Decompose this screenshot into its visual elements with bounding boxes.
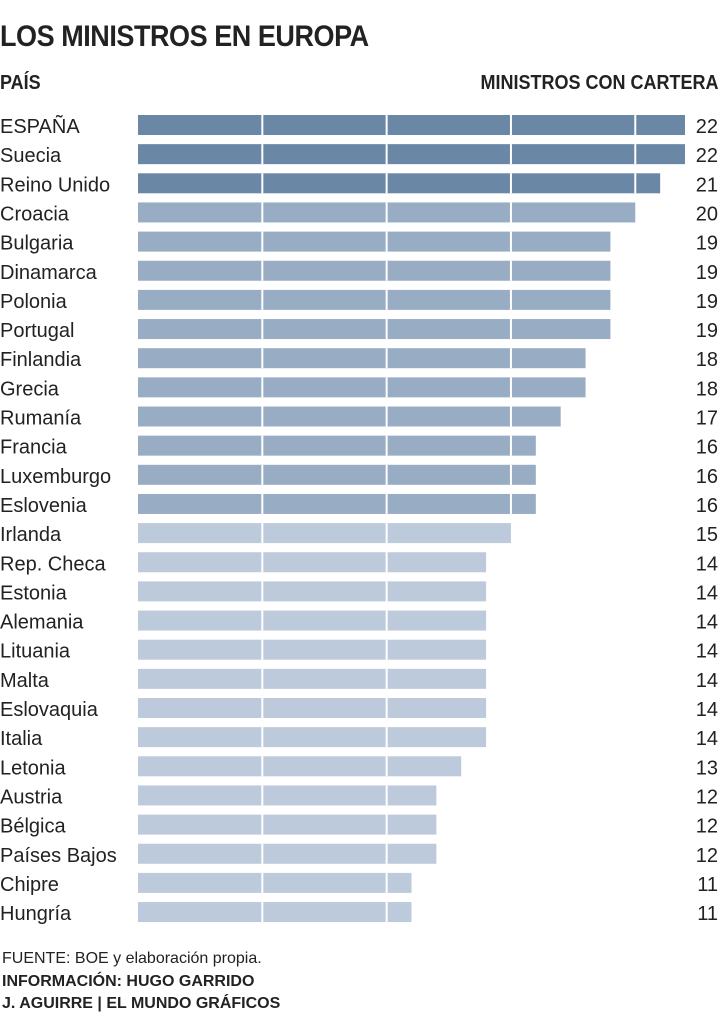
value-label: 19 — [696, 233, 718, 255]
value-label: 16 — [696, 495, 718, 517]
category-label: Letonia — [0, 757, 66, 779]
value-header: MINISTROS CON CARTERA — [479, 72, 718, 94]
category-label: Francia — [0, 437, 68, 459]
value-label: 11 — [697, 874, 718, 896]
chart-title: LOS MINISTROS EN EUROPA — [0, 20, 369, 53]
bar — [138, 319, 611, 340]
category-label: Eslovenia — [0, 495, 88, 517]
info-credit: INFORMACIÓN: HUGO GARRIDO — [2, 973, 255, 990]
value-label: 14 — [696, 582, 718, 604]
value-label: 14 — [696, 728, 718, 750]
bar — [138, 523, 511, 544]
value-label: 13 — [696, 757, 718, 779]
category-label: Hungría — [0, 903, 72, 925]
category-label: Croacia — [0, 203, 70, 225]
bar — [138, 173, 661, 194]
value-label: 21 — [696, 174, 718, 196]
bar — [138, 289, 611, 310]
value-label: 14 — [696, 641, 718, 663]
category-label: Rep. Checa — [0, 553, 106, 575]
category-label: Países Bajos — [0, 845, 117, 867]
bar — [138, 348, 586, 369]
bar-chart: ESPAÑA 22 Suecia 22 Reino Unido 21 Croacia 20 Bu… — [0, 114, 718, 925]
category-label: Portugal — [0, 320, 75, 342]
category-label: Lituania — [0, 641, 71, 663]
bar — [138, 610, 487, 631]
bar — [138, 435, 536, 456]
value-label: 19 — [696, 320, 718, 342]
bar — [138, 464, 536, 485]
bar — [138, 377, 586, 398]
bar — [138, 872, 412, 893]
graphics-credit: J. AGUIRRE | EL MUNDO GRÁFICOS — [2, 995, 281, 1012]
value-label: 16 — [696, 466, 718, 488]
value-label: 22 — [696, 145, 718, 167]
bar — [138, 260, 611, 281]
value-label: 11 — [697, 903, 718, 925]
category-header: PAÍS — [0, 72, 41, 94]
category-label: Dinamarca — [0, 262, 98, 284]
bar — [138, 231, 611, 252]
bar — [138, 144, 685, 165]
bar — [138, 727, 487, 748]
bar — [138, 115, 685, 135]
category-label: Eslovaquia — [0, 699, 99, 721]
value-label: 14 — [696, 553, 718, 575]
value-label: 12 — [696, 786, 718, 808]
source-note: FUENTE: BOE y elaboración propia. — [2, 950, 262, 967]
category-label: ESPAÑA — [0, 114, 80, 138]
value-label: 16 — [696, 437, 718, 459]
category-label: Luxemburgo — [0, 466, 111, 488]
bar — [138, 639, 487, 660]
value-label: 19 — [696, 291, 718, 313]
value-label: 12 — [696, 845, 718, 867]
category-label: Alemania — [0, 612, 84, 634]
category-label: Austria — [0, 786, 63, 808]
value-label: 14 — [696, 699, 718, 721]
bar — [138, 814, 437, 835]
category-label: Italia — [0, 728, 43, 750]
bar — [138, 843, 437, 864]
bar — [138, 552, 487, 573]
value-label: 12 — [696, 816, 718, 838]
bar — [138, 698, 487, 718]
category-label: Irlanda — [0, 524, 62, 546]
bar — [138, 668, 487, 689]
value-label: 18 — [696, 378, 718, 400]
value-label: 20 — [696, 203, 718, 225]
value-label: 19 — [696, 262, 718, 284]
value-label: 15 — [696, 524, 718, 546]
category-label: Reino Unido — [0, 174, 110, 196]
bar — [138, 581, 487, 602]
category-label: Finlandia — [0, 349, 82, 371]
category-label: Bélgica — [0, 816, 66, 838]
category-label: Malta — [0, 670, 50, 692]
bar — [138, 785, 437, 806]
category-label: Rumanía — [0, 408, 82, 430]
category-label: Estonia — [0, 582, 68, 604]
category-label: Suecia — [0, 145, 62, 167]
value-label: 14 — [696, 612, 718, 634]
value-label: 17 — [696, 408, 718, 430]
category-label: Polonia — [0, 291, 68, 313]
bar — [138, 756, 462, 777]
category-label: Chipre — [0, 874, 59, 896]
bar — [138, 902, 412, 923]
category-label: Grecia — [0, 378, 60, 400]
category-label: Bulgaria — [0, 233, 74, 255]
value-label: 18 — [696, 349, 718, 371]
bar — [138, 493, 536, 514]
bar — [138, 406, 561, 427]
value-label: 22 — [696, 116, 718, 138]
value-label: 14 — [696, 670, 718, 692]
